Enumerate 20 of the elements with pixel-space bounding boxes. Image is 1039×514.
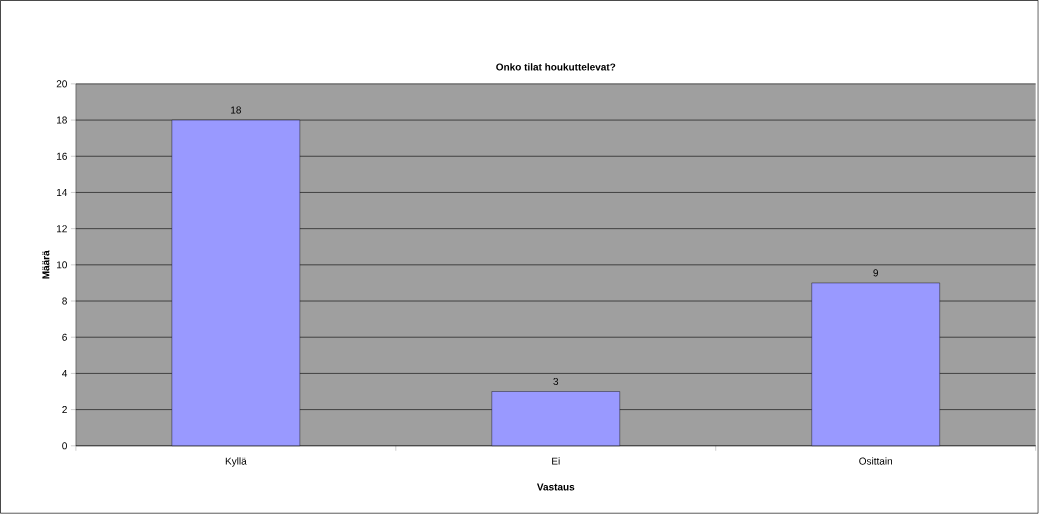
y-tick-label: 20 [56, 80, 67, 88]
y-tick-label: 16 [57, 152, 67, 160]
y-tick-label: 0 [62, 442, 67, 450]
x-tick-label: Ei [552, 457, 560, 465]
data-label: 3 [553, 378, 559, 386]
y-tick-label: 18 [57, 116, 67, 124]
data-label: 18 [231, 106, 241, 114]
y-tick-label: 8 [62, 297, 67, 305]
x-tick-label: Kyllä [225, 457, 247, 467]
x-axis-title: Vastaus [536, 483, 575, 491]
y-tick-label: 12 [57, 225, 67, 233]
y-axis-title: Määrä [42, 250, 50, 279]
y-tick-label: 4 [62, 370, 68, 377]
x-tick-label: Osittain [859, 457, 892, 465]
y-tick-label: 10 [57, 261, 67, 269]
chart-title: Onko tilat houkuttelevat? [496, 63, 616, 71]
y-tick-label: 6 [62, 333, 67, 341]
y-tick-label: 2 [62, 406, 67, 414]
y-tick-label: 14 [57, 189, 68, 197]
data-label: 9 [873, 269, 879, 277]
